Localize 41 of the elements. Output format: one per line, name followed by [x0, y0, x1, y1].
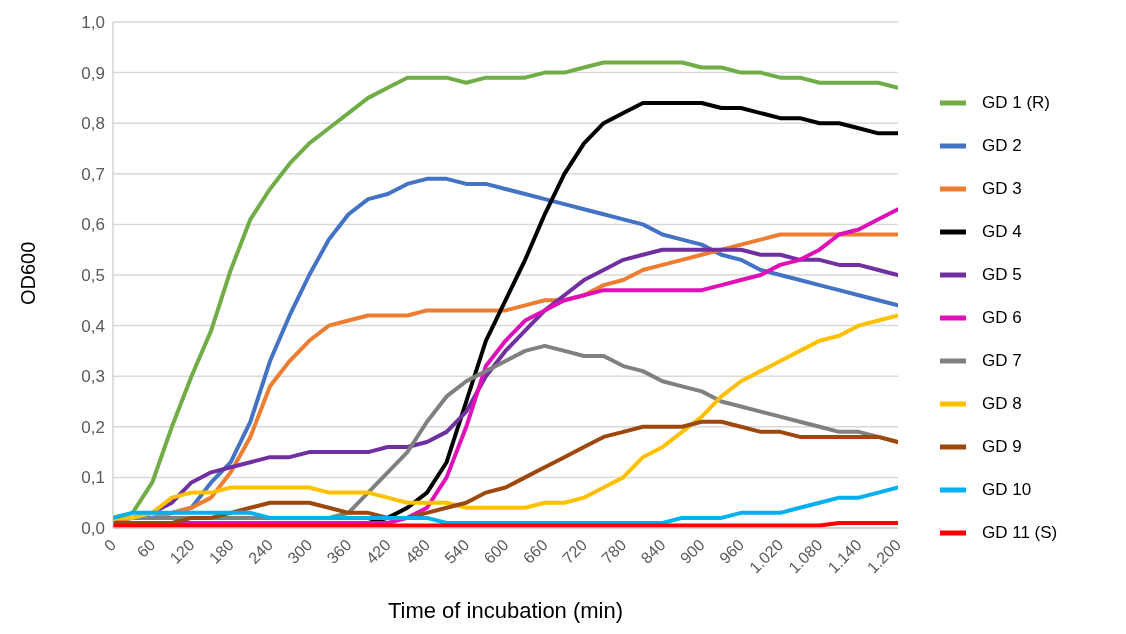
y-tick-label: 0,8 — [81, 114, 105, 134]
y-tick-label: 0,3 — [81, 367, 105, 387]
legend-label: GD 4 — [982, 222, 1022, 242]
legend-label: GD 8 — [982, 394, 1022, 414]
x-tick-label: 480 — [402, 535, 434, 567]
x-tick-label: 240 — [245, 535, 277, 567]
y-tick-label: 1,0 — [81, 13, 105, 33]
x-tick-label: 780 — [598, 535, 630, 567]
x-tick-label: 360 — [323, 535, 355, 567]
x-tick-label: 960 — [716, 535, 748, 567]
line-series — [113, 485, 898, 525]
x-tick-label: 540 — [441, 535, 473, 567]
y-tick-label: 0,6 — [81, 215, 105, 235]
x-tick-label: 660 — [519, 535, 551, 567]
y-tick-label: 0,9 — [81, 63, 105, 83]
line-series — [113, 419, 898, 525]
y-tick-label: 0,5 — [81, 266, 105, 286]
legend-label: GD 5 — [982, 265, 1022, 285]
y-tick-label: 0,4 — [81, 316, 105, 336]
legend-label: GD 7 — [982, 351, 1022, 371]
x-tick-label: 120 — [166, 535, 198, 567]
legend-label: GD 6 — [982, 308, 1022, 328]
y-axis-title: OD600 — [17, 241, 40, 305]
x-tick-label: 60 — [133, 535, 159, 561]
x-tick-label: 900 — [676, 535, 708, 567]
y-tick-label: 0,7 — [81, 164, 105, 184]
legend-label: GD 11 (S) — [982, 523, 1058, 543]
y-tick-label: 0,1 — [81, 468, 105, 488]
legend-label: GD 2 — [982, 136, 1022, 156]
x-tick-label: 600 — [480, 535, 512, 567]
x-axis-title: Time of incubation (min) — [387, 598, 624, 623]
x-tick-label: 300 — [284, 535, 316, 567]
legend-label: GD 3 — [982, 179, 1022, 199]
legend-label: GD 9 — [982, 437, 1022, 457]
x-tick-label: 840 — [637, 535, 669, 567]
x-tick-label: 420 — [362, 535, 394, 567]
y-tick-label: 0,2 — [81, 417, 105, 437]
x-tick-label: 720 — [559, 535, 591, 567]
x-tick-label: 180 — [205, 535, 237, 567]
legend-label: GD 10 — [982, 480, 1032, 500]
legend-label: GD 1 (R) — [982, 93, 1050, 113]
